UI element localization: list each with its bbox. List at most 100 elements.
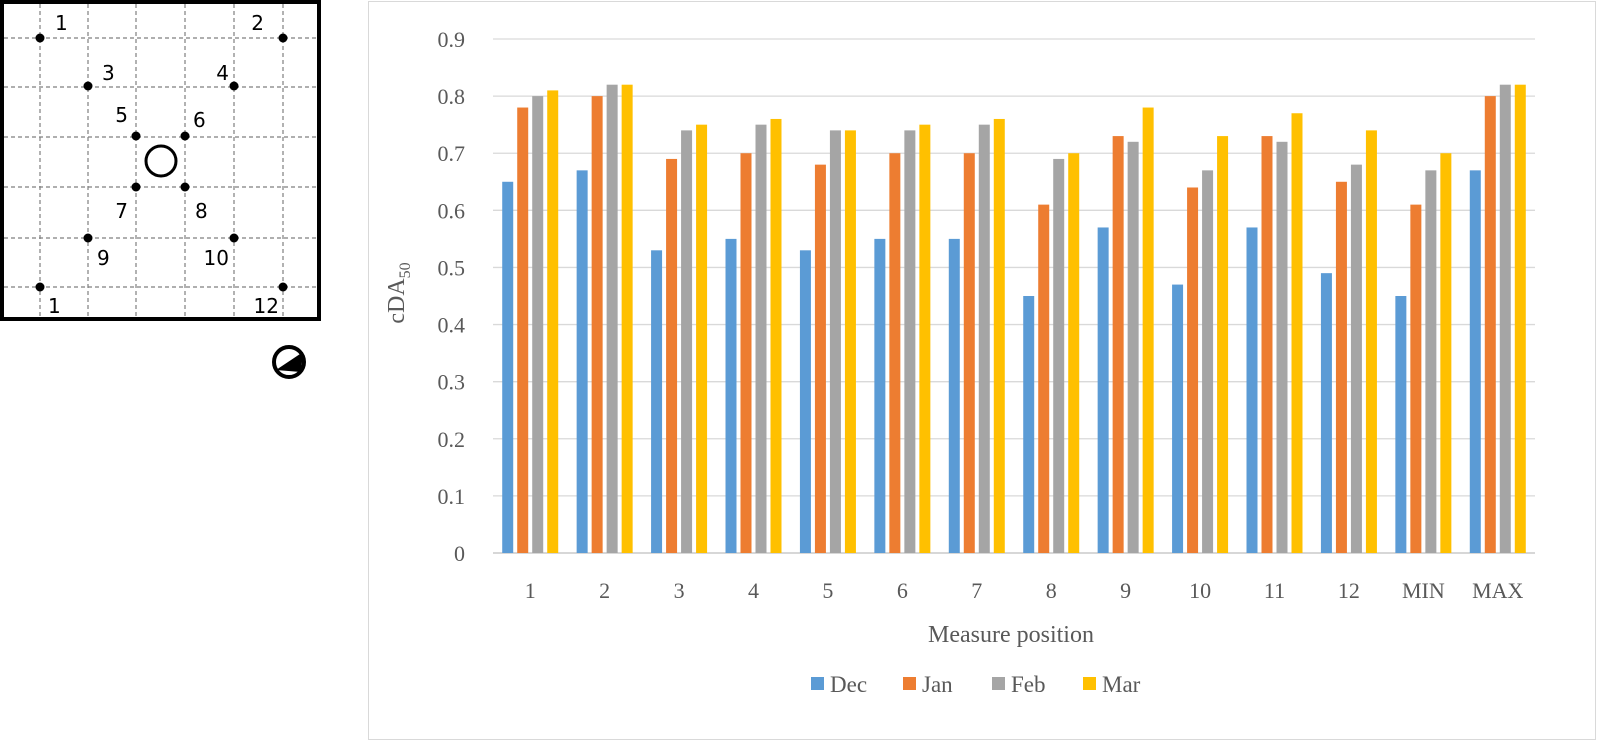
bar-dec-min (1395, 296, 1407, 553)
x-tick-label: 1 (525, 578, 536, 603)
y-tick-label: 0.3 (438, 370, 466, 395)
measure-point-1 (35, 33, 45, 43)
bar-feb-3 (681, 130, 693, 553)
bar-dec-2 (576, 170, 588, 553)
bar-jan-7 (963, 153, 975, 553)
bar-feb-11 (1276, 141, 1288, 554)
measure-point-label: 3 (102, 61, 115, 85)
measure-point-11 (35, 282, 45, 292)
legend-swatch-mar (1083, 677, 1096, 690)
bar-feb-8 (1053, 158, 1065, 553)
x-tick-label: 10 (1189, 578, 1211, 603)
bar-dec-3 (651, 250, 663, 554)
bar-mar-max (1514, 84, 1526, 553)
measure-point-label: 1 (48, 294, 61, 318)
legend: Dec Jan Feb Mar (811, 672, 1141, 697)
measure-point-label: 4 (216, 61, 229, 85)
legend-label-jan: Jan (922, 672, 953, 697)
measure-point-5 (131, 131, 141, 141)
bar-chart: 00.10.20.30.40.50.60.70.80.9 1 2 3 4 5 6 7 8 9 10… (384, 27, 1535, 697)
legend-label-dec: Dec (830, 672, 867, 697)
bar-mar-5 (844, 130, 856, 553)
bar-feb-1 (532, 96, 544, 553)
measure-point-label: 8 (195, 199, 208, 223)
chart-frame: 0 0.1 0.2 0.3 0.4 0.5 0.6 0.7 0.8 0.9 1 2 3 4 5 6 7 8 9 10… (368, 1, 1596, 740)
bar-jan-2 (591, 96, 603, 553)
measure-point-label: 2 (251, 11, 264, 35)
legend-swatch-feb (992, 677, 1005, 690)
measure-point-10 (229, 233, 239, 243)
measure-point-label: 6 (193, 108, 206, 132)
ceiling-opening-marker (144, 144, 178, 178)
measure-point-label: 1 (55, 11, 68, 35)
x-tick-label: MAX (1472, 578, 1523, 603)
x-tick-label: MIN (1402, 578, 1445, 603)
bar-feb-5 (829, 130, 841, 553)
y-tick-label: 0.1 (438, 484, 466, 509)
y-tick-label: 0.4 (438, 313, 466, 338)
bar-mar-4 (770, 118, 782, 553)
bar-feb-min (1425, 170, 1437, 553)
bar-jan-5 (814, 164, 826, 553)
bar-dec-12 (1320, 273, 1332, 553)
bar-mar-10 (1217, 136, 1229, 554)
bar-mar-8 (1068, 153, 1080, 553)
gridlines (493, 38, 1535, 554)
bar-mar-7 (993, 118, 1005, 553)
bar-mar-6 (919, 124, 931, 554)
x-tick-label: 11 (1264, 578, 1285, 603)
legend-label-mar: Mar (1102, 672, 1141, 697)
bar-mar-1 (547, 90, 559, 554)
measure-point-label: 7 (115, 199, 128, 223)
bar-jan-12 (1335, 181, 1347, 553)
bar-jan-1 (517, 107, 529, 554)
bar-feb-9 (1127, 141, 1139, 554)
x-axis-title: Measure position (928, 622, 1094, 648)
measure-point-8 (180, 182, 190, 192)
measure-point-7 (131, 182, 141, 192)
measure-point-3 (83, 81, 93, 91)
y-tick-label: 0.6 (438, 198, 466, 223)
y-axis-title: cDA50 (384, 262, 414, 323)
bar-dec-8 (1023, 296, 1035, 553)
bar-dec-11 (1246, 227, 1258, 553)
room-grid (4, 4, 317, 317)
y-tick-label: 0 (454, 541, 465, 566)
measure-point-12 (278, 282, 288, 292)
x-tick-label: 5 (822, 578, 833, 603)
bars (502, 84, 1526, 554)
measure-point-label: 5 (115, 103, 128, 127)
room-outline (0, 0, 321, 321)
measure-point-9 (83, 233, 93, 243)
x-tick-label: 12 (1338, 578, 1360, 603)
bar-mar-2 (621, 84, 633, 553)
bar-feb-7 (978, 124, 990, 554)
x-tick-label: 6 (897, 578, 908, 603)
bar-dec-max (1469, 170, 1481, 553)
x-tick-label: 9 (1120, 578, 1131, 603)
x-tick-label: 7 (971, 578, 982, 603)
measurement-layout-diagram: 1 23 45 67 89 101 12 (0, 0, 321, 379)
bar-jan-11 (1261, 136, 1273, 554)
legend-swatch-dec (811, 677, 824, 690)
bar-dec-10 (1172, 284, 1184, 553)
bar-mar-9 (1142, 107, 1154, 554)
bar-feb-max (1499, 84, 1511, 553)
x-tick-label: 3 (674, 578, 685, 603)
bar-mar-12 (1365, 130, 1377, 553)
bar-dec-7 (948, 238, 960, 553)
bar-jan-8 (1038, 204, 1050, 553)
bar-dec-4 (725, 238, 737, 553)
measure-point-6 (180, 131, 190, 141)
x-tick-label: 2 (599, 578, 610, 603)
bar-feb-4 (755, 124, 767, 554)
bar-feb-12 (1350, 164, 1362, 553)
x-tick-label: 4 (748, 578, 759, 603)
bar-feb-2 (606, 84, 618, 553)
bar-dec-5 (799, 250, 811, 554)
bar-jan-9 (1112, 136, 1124, 554)
x-axis-ticks: 1 2 3 4 5 6 7 8 9 10 11 12 MIN MAX (525, 578, 1524, 603)
bar-jan-10 (1187, 187, 1199, 553)
bar-feb-6 (904, 130, 916, 553)
y-tick-label: 0.7 (438, 141, 466, 166)
